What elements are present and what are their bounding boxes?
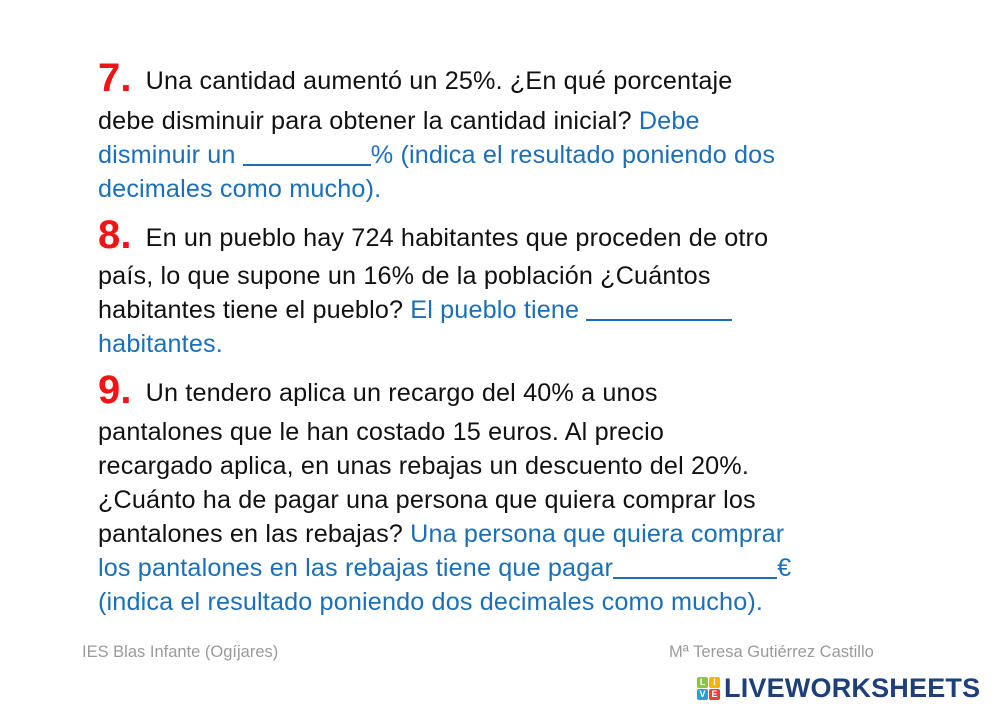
problem-9-line-2: pantalones que le han costado 15 euros. … — [98, 418, 664, 447]
logo-text: LIVEWORKSHEETS — [724, 673, 981, 703]
problem-number: 9. — [98, 368, 132, 412]
answer-text: los pantalones en las rebajas tiene que … — [98, 554, 614, 582]
logo-tile-e: E — [709, 689, 720, 700]
question-text: recargado aplica, en unas rebajas un des… — [98, 452, 749, 480]
problem-8-line-2: país, lo que supone un 16% de la poblaci… — [98, 262, 711, 291]
problem-9-line-1: 9. Un tendero aplica un recargo del 40% a… — [98, 368, 658, 413]
problem-9-line-4: ¿Cuánto ha de pagar una persona que quie… — [98, 486, 756, 515]
problem-9-line-7: (indica el resultado poniendo dos decima… — [98, 588, 763, 617]
logo-icon: L I V E — [697, 677, 720, 700]
problem-9-line-6: los pantalones en las rebajas tiene que … — [98, 554, 791, 583]
footer-author: Mª Teresa Gutiérrez Castillo — [669, 643, 874, 661]
problem-7-line-4: decimales como mucho). — [98, 175, 381, 204]
answer-blank-percent[interactable] — [242, 163, 371, 166]
answer-text: disminuir un — [98, 141, 243, 169]
question-text: país, lo que supone un 16% de la poblaci… — [98, 262, 711, 290]
footer-school: IES Blas Infante (Ogíjares) — [82, 643, 279, 661]
logo-tile-i: I — [709, 677, 720, 688]
problem-8-line-3: habitantes tiene el pueblo? El pueblo ti… — [98, 296, 733, 325]
problem-8-line-4: habitantes. — [98, 330, 223, 359]
question-text: ¿Cuánto ha de pagar una persona que quie… — [98, 486, 756, 514]
question-text: Una cantidad aumentó un 25%. ¿En qué por… — [145, 67, 733, 95]
problem-9-line-3: recargado aplica, en unas rebajas un des… — [98, 452, 749, 481]
answer-text: habitantes. — [98, 330, 223, 358]
question-text: debe disminuir para obtener la cantidad … — [98, 107, 632, 135]
answer-text: € — [777, 554, 792, 582]
question-text: Un tendero aplica un recargo del 40% a u… — [145, 379, 658, 407]
answer-text: decimales como mucho). — [98, 175, 382, 203]
logo-tile-v: V — [697, 689, 708, 700]
problem-7-line-3: disminuir un % (indica el resultado poni… — [98, 141, 775, 170]
answer-blank-euros[interactable] — [613, 576, 778, 579]
problem-7-line-1: 7. Una cantidad aumentó un 25%. ¿En qué p… — [98, 56, 732, 101]
liveworksheets-logo: L I V E LIVEWORKSHEETS — [697, 673, 980, 704]
problem-number: 7. — [98, 56, 132, 100]
problem-9-line-5: pantalones en las rebajas? Una persona q… — [98, 520, 784, 549]
answer-text: Una persona que quiera comprar — [402, 520, 785, 548]
question-text: pantalones que le han costado 15 euros. … — [98, 418, 665, 446]
logo-tile-l: L — [697, 677, 708, 688]
answer-blank-habitantes[interactable] — [586, 318, 733, 321]
answer-text: Debe — [631, 107, 700, 135]
question-text: habitantes tiene el pueblo? — [98, 296, 404, 324]
answer-text: (indica el resultado poniendo dos decima… — [98, 588, 764, 616]
problem-8-line-1: 8. En un pueblo hay 724 habitantes que pr… — [98, 213, 768, 258]
problem-number: 8. — [98, 213, 132, 257]
answer-text: El pueblo tiene — [403, 296, 587, 324]
question-text: En un pueblo hay 724 habitantes que proc… — [145, 224, 769, 252]
problem-7-line-2: debe disminuir para obtener la cantidad … — [98, 107, 700, 136]
question-text: pantalones en las rebajas? — [98, 520, 403, 548]
answer-text: % (indica el resultado poniendo dos — [370, 141, 776, 169]
